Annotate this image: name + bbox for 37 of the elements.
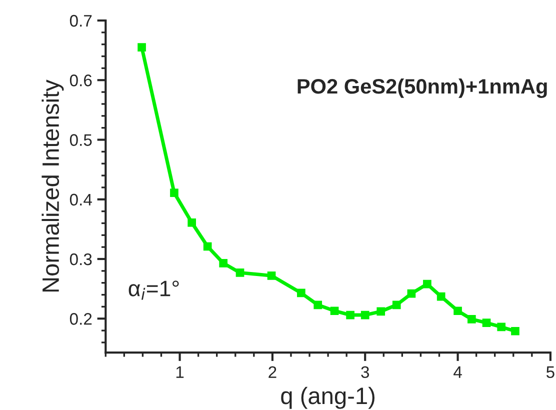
- point: [392, 300, 401, 310]
- point: [203, 242, 212, 251]
- point: [436, 292, 446, 301]
- point: [360, 310, 370, 320]
- x-axis-title: q (ang-1): [281, 386, 374, 409]
- y-tick-label: 0.4: [70, 194, 92, 206]
- annotation: α$_{i}$=1°: [128, 280, 179, 300]
- point: [454, 306, 462, 316]
- point: [468, 315, 476, 324]
- point: [497, 322, 506, 332]
- point: [330, 306, 339, 316]
- y-tick-label: 0.3: [70, 253, 92, 266]
- point: [297, 288, 306, 298]
- point: [314, 300, 322, 310]
- point: [407, 289, 416, 298]
- point: [188, 218, 196, 227]
- point: [346, 310, 354, 320]
- x-tick-label: 2: [268, 366, 276, 378]
- x-tick-label: 4: [454, 366, 462, 378]
- x-tick-label: 5: [546, 366, 554, 378]
- point: [267, 272, 276, 280]
- annotation: PO2 GeS2(50nm)+1nmAg: [298, 78, 547, 98]
- x-tick-label: 1: [176, 366, 184, 378]
- point: [236, 268, 244, 277]
- x-tick-label: 3: [361, 366, 370, 378]
- y-tick-label: 0.5: [70, 134, 92, 146]
- point: [170, 188, 178, 197]
- point: [423, 280, 432, 288]
- y-tick-label: 0.2: [70, 313, 92, 325]
- y-tick-label: 0.7: [70, 14, 92, 27]
- point: [511, 326, 520, 336]
- point: [219, 259, 228, 268]
- y-tick-label: 0.6: [70, 74, 92, 86]
- point: [376, 307, 386, 316]
- point: [138, 43, 146, 52]
- y-axis-title: Normalized Intensity: [42, 80, 64, 292]
- point: [482, 318, 491, 327]
